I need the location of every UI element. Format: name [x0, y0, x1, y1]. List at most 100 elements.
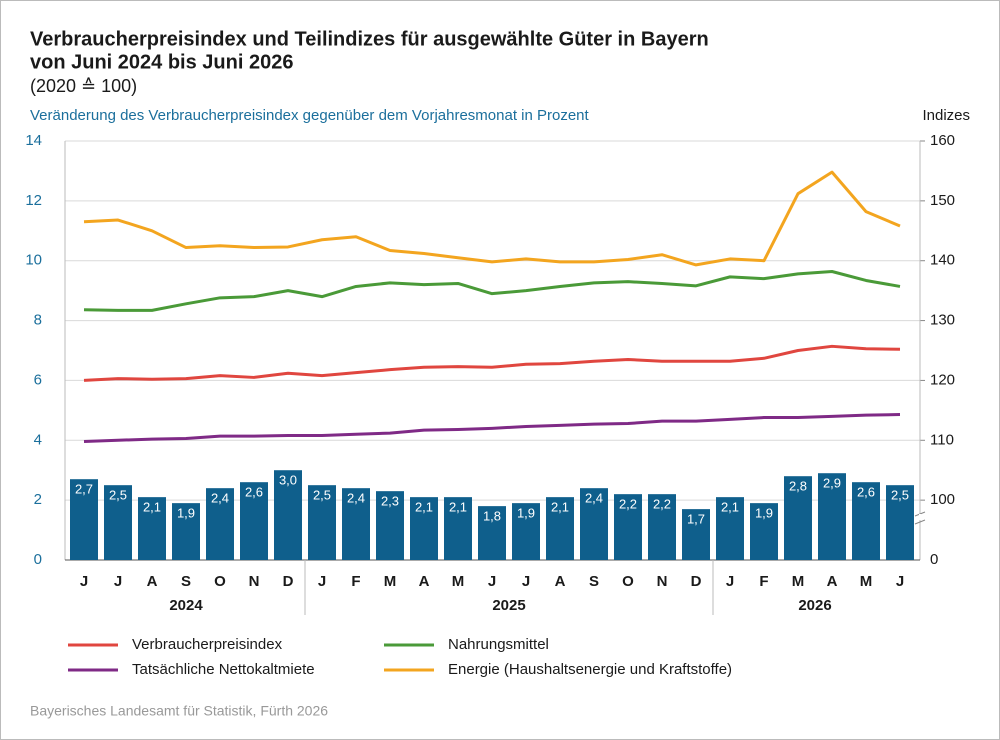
bar-value-label: 1,9 [755, 506, 773, 521]
y2-tick-label: 150 [930, 192, 955, 209]
y2-tick-label: 120 [930, 371, 955, 388]
x-tick-label: A [419, 573, 430, 590]
bar [138, 497, 166, 560]
y-tick-label: 0 [34, 551, 42, 568]
y2-break-label: 0 [930, 551, 938, 568]
y2-tick-label: 160 [930, 132, 955, 149]
bar [104, 485, 132, 560]
source: Bayerisches Landesamt für Statistik, Für… [30, 703, 328, 719]
x-tick-label: J [726, 573, 734, 590]
y-tick-label: 10 [25, 252, 42, 269]
y2-axis-title: Indizes [922, 107, 970, 124]
x-tick-label: S [181, 573, 191, 590]
y-tick-label: 4 [34, 431, 42, 448]
line [83, 344, 901, 382]
chart-subtitle: von Juni 2024 bis Juni 2026 [30, 51, 293, 73]
bar [342, 488, 370, 560]
bar [512, 503, 540, 560]
y-tick-label: 14 [25, 132, 42, 149]
bar [818, 473, 846, 560]
bar [716, 497, 744, 560]
bar [546, 497, 574, 560]
bar-value-label: 1,7 [687, 512, 705, 527]
bar [886, 485, 914, 560]
y-tick-label: 12 [25, 192, 42, 209]
x-tick-label: O [622, 573, 634, 590]
bar-value-label: 2,4 [347, 491, 365, 506]
legend-label: Nahrungsmittel [448, 636, 549, 653]
y2-tick-label: 110 [930, 431, 954, 448]
bar-value-label: 2,4 [211, 491, 229, 506]
bar-value-label: 2,4 [585, 491, 603, 506]
bar [308, 485, 336, 560]
bar [648, 494, 676, 560]
x-tick-label: N [249, 573, 260, 590]
bar [444, 497, 472, 560]
x-tick-label: M [860, 573, 873, 590]
bar [376, 491, 404, 560]
axis-break-gap [919, 514, 921, 520]
bar [70, 479, 98, 560]
x-tick-label: A [827, 573, 838, 590]
bar-value-label: 1,9 [517, 506, 535, 521]
chart-title: Verbraucherpreisindex und Teilindizes fü… [30, 28, 709, 50]
bar-value-label: 2,5 [891, 488, 909, 503]
bar [614, 494, 642, 560]
x-tick-label: M [452, 573, 465, 590]
y-tick-label: 2 [34, 491, 42, 508]
bar [750, 503, 778, 560]
legend-label: Tatsächliche Nettokaltmiete [132, 661, 315, 678]
y-tick-label: 8 [34, 312, 42, 329]
bar-value-label: 2,7 [75, 482, 93, 497]
legend-label: Energie (Haushaltsenergie und Kraftstoff… [448, 661, 732, 678]
bar [682, 509, 710, 560]
bar [478, 506, 506, 560]
bar-value-label: 2,6 [857, 485, 875, 500]
x-tick-label: J [488, 573, 496, 590]
bar [274, 470, 302, 560]
bar-value-label: 2,5 [313, 488, 331, 503]
bar-value-label: 2,5 [109, 488, 127, 503]
x-tick-label: A [555, 573, 566, 590]
x-tick-label: M [792, 573, 805, 590]
year-label: 2026 [798, 597, 831, 614]
bar [410, 497, 438, 560]
bar-value-label: 2,2 [619, 497, 637, 512]
x-tick-label: F [351, 573, 360, 590]
bar-value-label: 2,1 [721, 500, 739, 515]
bar-value-label: 2,9 [823, 476, 841, 491]
x-tick-label: M [384, 573, 397, 590]
bar-value-label: 2,6 [245, 485, 263, 500]
bar-value-label: 1,9 [177, 506, 195, 521]
y2-tick-label: 130 [930, 312, 955, 329]
bar-value-label: 2,1 [143, 500, 161, 515]
x-tick-label: S [589, 573, 599, 590]
bar-value-label: 2,1 [449, 500, 467, 515]
x-tick-label: N [657, 573, 668, 590]
y2-tick-label: 140 [930, 252, 955, 269]
bar-value-label: 1,8 [483, 509, 501, 524]
bar-value-label: 3,0 [279, 473, 297, 488]
bar [580, 488, 608, 560]
x-tick-label: D [691, 573, 702, 590]
line [83, 170, 901, 267]
bar [240, 482, 268, 560]
y-tick-label: 6 [34, 371, 42, 388]
x-tick-label: A [147, 573, 158, 590]
x-tick-label: O [214, 573, 226, 590]
year-label: 2025 [492, 597, 525, 614]
legend-label: Verbraucherpreisindex [132, 636, 283, 653]
bar [852, 482, 880, 560]
bar [206, 488, 234, 560]
bar [784, 476, 812, 560]
x-tick-label: J [522, 573, 530, 590]
x-tick-label: D [283, 573, 294, 590]
base-note: (2020 ≙ 100) [30, 76, 137, 96]
bar-value-label: 2,1 [551, 500, 569, 515]
bar-value-label: 2,3 [381, 494, 399, 509]
line [83, 269, 901, 312]
bar [172, 503, 200, 560]
x-tick-label: J [114, 573, 122, 590]
year-label: 2024 [169, 597, 203, 614]
